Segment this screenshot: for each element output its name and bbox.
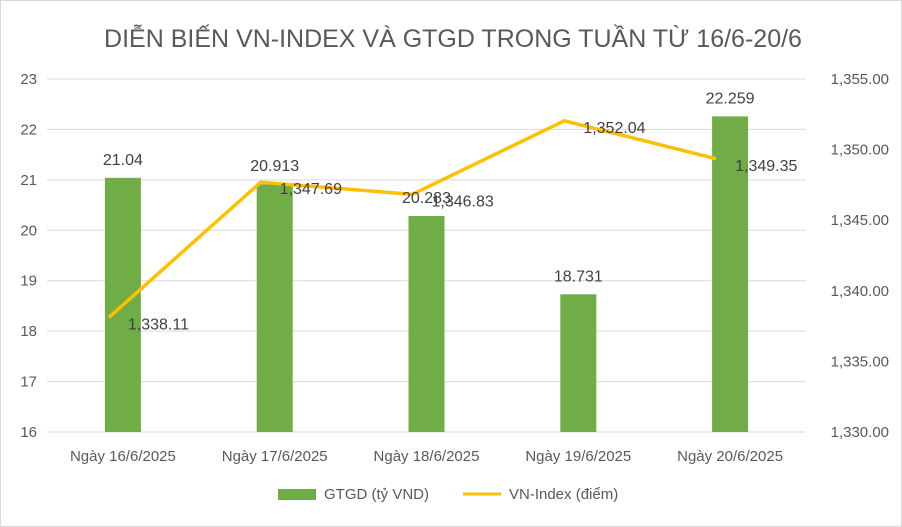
x-axis-labels: Ngày 16/6/2025 Ngày 17/6/2025 Ngày 18/6/20… [70,448,783,465]
line-data-label: 1,346.83 [432,193,494,210]
bar-gtgd [256,184,293,432]
line-data-label: 1,338.11 [128,316,189,333]
legend: GTGD (tỷ VND) VN-Index (điểm) [278,486,618,503]
right-tick-label: 1,355.00 [831,71,889,88]
right-tick-label: 1,330.00 [831,424,889,441]
left-tick-label: 19 [20,273,37,290]
chart-title: DIỄN BIẾN VN-INDEX VÀ GTGD TRONG TUẦN TỪ… [104,23,802,53]
bar-data-label: 20.913 [250,158,299,175]
line-data-label: 1,347.69 [280,181,342,198]
x-tick-label: Ngày 17/6/2025 [222,448,328,465]
x-tick-label: Ngày 19/6/2025 [525,448,631,465]
vnindex-line-group [107,119,717,319]
bar-data-label: 20.283 [402,190,451,207]
left-tick-label: 20 [20,222,37,239]
right-tick-label: 1,350.00 [831,142,889,159]
right-axis-ticks: 1,330.00 1,335.00 1,340.00 1,345.00 1,350.00… [831,71,889,441]
left-tick-label: 23 [20,71,37,88]
left-axis-ticks: 16 17 18 19 20 21 22 23 [20,71,37,441]
legend-swatch-gtgd [278,489,316,500]
left-tick-label: 21 [20,172,37,189]
legend-label-gtgd: GTGD (tỷ VND) [324,486,429,503]
line-data-label: 1,352.04 [583,120,645,137]
x-tick-label: Ngày 18/6/2025 [374,448,480,465]
bar-gtgd [408,216,445,432]
bar-data-label: 21.04 [103,152,143,169]
x-tick-label: Ngày 16/6/2025 [70,448,176,465]
data-labels: 21.04 20.913 20.283 18.731 22.259 1,338.11 1,3… [103,90,798,333]
gtgd-bars [104,116,749,433]
right-tick-label: 1,345.00 [831,212,889,229]
left-tick-label: 17 [20,374,37,391]
bar-gtgd [712,116,749,433]
bar-data-label: 22.259 [706,90,755,107]
left-tick-label: 22 [20,121,37,138]
x-tick-label: Ngày 20/6/2025 [677,448,783,465]
bar-data-label: 18.731 [554,268,603,285]
right-tick-label: 1,340.00 [831,283,889,300]
bar-gtgd [560,294,597,432]
left-tick-label: 16 [20,424,37,441]
left-tick-label: 18 [20,323,37,340]
line-data-label: 1,349.35 [735,158,797,175]
legend-label-vnindex: VN-Index (điểm) [509,486,618,503]
right-tick-label: 1,335.00 [831,353,889,370]
